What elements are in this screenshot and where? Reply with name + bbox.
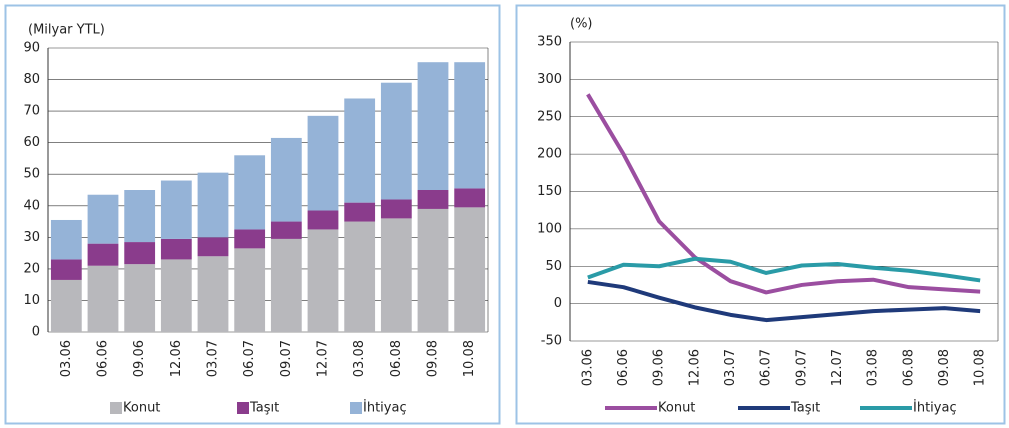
bar-segment [270, 238, 302, 332]
bar-segment [344, 202, 376, 222]
y-tick-label: 90 [23, 41, 40, 56]
bar-segment [124, 242, 156, 265]
bar-segment [417, 190, 449, 209]
x-tick-label: 03.08 [866, 349, 881, 386]
x-tick-label: 12.07 [316, 340, 331, 377]
x-tick-label: 03.07 [723, 349, 738, 386]
y-tick-label: 0 [554, 296, 562, 311]
y-tick-label: 50 [23, 167, 40, 182]
x-tick-label: 12.07 [830, 349, 845, 386]
x-tick-label: 09.08 [937, 349, 952, 386]
x-tick-label: 06.06 [96, 340, 111, 377]
bar-segment [344, 221, 376, 332]
bar-segment [417, 208, 449, 332]
bar-segment [160, 180, 192, 239]
bar-segment [307, 229, 339, 332]
bar-segment [380, 218, 412, 332]
bar-segment [197, 256, 229, 332]
bar-segment [344, 98, 376, 203]
panel-border [515, 4, 1006, 425]
x-tick-label: 09.07 [794, 349, 809, 386]
x-tick-label: 12.06 [687, 349, 702, 386]
bar-segment [160, 259, 192, 332]
legend-label: Konut [658, 401, 695, 416]
x-tick-label: 06.06 [616, 349, 631, 386]
bar-segment [197, 237, 229, 257]
x-tick-label: 09.06 [652, 349, 667, 386]
y-tick-label: 250 [537, 109, 562, 124]
line-series [586, 93, 981, 295]
y-tick-label: 100 [537, 221, 562, 236]
bar-segment [270, 137, 302, 222]
x-tick-label: 09.08 [426, 340, 441, 377]
bar-segment [50, 259, 82, 280]
bar-segment [50, 279, 82, 332]
line-series [587, 279, 981, 323]
y-tick-label: 350 [537, 35, 562, 50]
bar-segment [124, 190, 156, 243]
x-tick-label: 06.07 [759, 349, 774, 386]
y-tick-label: 50 [545, 259, 562, 274]
legend-label: Taşıt [249, 401, 279, 416]
bar-segment [380, 82, 412, 200]
y-tick-label: 20 [23, 261, 40, 276]
x-tick-label: 03.08 [352, 340, 367, 377]
y-tick-label: 40 [23, 198, 40, 213]
bar-segment [87, 243, 119, 266]
bar-segment [380, 199, 412, 219]
x-tick-label: 06.08 [389, 340, 404, 377]
x-tick-label: 03.06 [580, 349, 595, 386]
legend-swatch [237, 402, 249, 414]
bar-segment [234, 248, 266, 332]
bar-segment [87, 194, 119, 244]
bar-segment [87, 265, 119, 332]
bar-segment [307, 115, 339, 211]
bar-segment [50, 219, 82, 260]
y-tick-label: -50 [541, 334, 562, 349]
y-axis-label: (%) [570, 17, 593, 32]
x-tick-label: 06.07 [242, 340, 257, 377]
y-axis-label: (Milyar YTL) [28, 23, 105, 38]
bar-segment [270, 221, 302, 239]
legend-label: İhtiyaç [913, 400, 957, 416]
legend-label: İhtiyaç [363, 400, 407, 416]
y-tick-label: 10 [23, 293, 40, 308]
legend-swatch [350, 402, 362, 414]
y-tick-label: 300 [537, 72, 562, 87]
x-tick-label: 10.08 [462, 340, 477, 377]
x-tick-label: 03.07 [206, 340, 221, 377]
bar-segment [234, 229, 266, 249]
bar-segment [454, 188, 486, 208]
x-tick-label: 06.08 [901, 349, 916, 386]
bar-segment [234, 155, 266, 230]
y-tick-label: 0 [32, 325, 40, 340]
legend-label: Taşıt [790, 401, 820, 416]
y-tick-label: 200 [537, 147, 562, 162]
panel-border [4, 4, 501, 425]
chart: (%) -50 0 50 100 150 200 250 300 350 03.06 06.06 09.… [515, 4, 1006, 425]
y-tick-label: 30 [23, 230, 40, 245]
line-series [587, 256, 981, 283]
y-tick-label: 80 [23, 72, 40, 87]
y-tick-label: 60 [23, 135, 40, 150]
x-tick-label: 09.07 [279, 340, 294, 377]
legend-swatch [110, 402, 122, 414]
x-tick-label: 03.06 [59, 340, 74, 377]
x-tick-label: 12.06 [169, 340, 184, 377]
x-tick-label: 09.06 [132, 340, 147, 377]
chart: (Milyar YTL) 0 10 20 30 40 50 60 70 80 90 03.06 06.0… [4, 4, 501, 425]
y-tick-label: 70 [23, 104, 40, 119]
bar-segment [454, 207, 486, 332]
x-tick-label: 10.08 [973, 349, 988, 386]
y-tick-label: 150 [537, 184, 562, 199]
bar-segment [417, 62, 449, 191]
legend-label: Konut [123, 401, 160, 416]
bar-segment [197, 172, 229, 238]
bar-segment [454, 62, 486, 189]
bar-segment [160, 238, 192, 260]
bar-segment [124, 264, 156, 332]
bar-segment [307, 210, 339, 230]
